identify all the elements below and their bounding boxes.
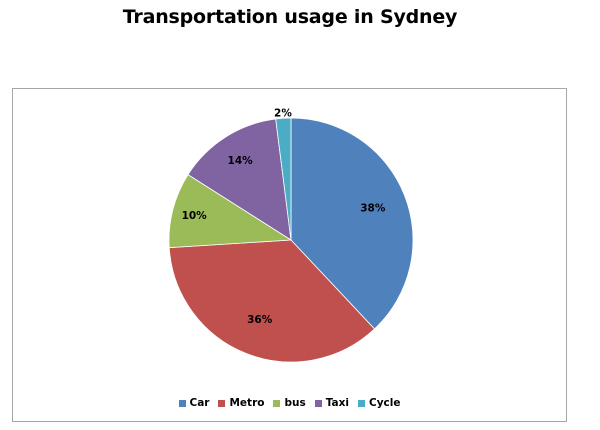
legend-label-cycle: Cycle	[369, 397, 401, 409]
legend-item-car: Car	[178, 397, 210, 409]
chart-title: Transportation usage in Sydney	[122, 6, 458, 28]
legend-swatch-taxi	[314, 399, 322, 407]
legend-label-car: Car	[189, 397, 210, 409]
legend-label-taxi: Taxi	[325, 397, 349, 409]
data-label-bus: 10%	[182, 210, 208, 222]
legend-label-metro: Metro	[229, 397, 265, 409]
legend-item-taxi: Taxi	[314, 397, 349, 409]
legend-swatch-car	[178, 399, 186, 407]
data-label-metro: 36%	[247, 314, 273, 326]
legend: Car Metro bus Taxi Cycle	[13, 397, 566, 409]
legend-label-bus: bus	[284, 397, 306, 409]
pie-slice-bus	[168, 174, 293, 249]
legend-swatch-cycle	[358, 399, 365, 407]
legend-swatch-metro	[218, 399, 226, 407]
pie-slice-cycle	[275, 117, 292, 241]
pie-chart: 38% 36% 10% 14% 2%	[168, 107, 414, 363]
data-label-cycle: 2%	[274, 107, 292, 119]
legend-item-metro: Metro	[218, 397, 264, 409]
legend-item-cycle: Cycle	[358, 397, 401, 409]
data-label-taxi: 14%	[228, 155, 254, 167]
pie-slice-car	[290, 117, 414, 330]
pie-slice-metro	[168, 239, 376, 363]
pie-slice-taxi	[187, 118, 292, 241]
chart-area: 38% 36% 10% 14% 2% Car Metro bus Taxi Cycle	[12, 88, 567, 422]
legend-item-bus: bus	[273, 397, 306, 409]
legend-swatch-bus	[273, 399, 281, 407]
data-label-car: 38%	[360, 203, 386, 215]
